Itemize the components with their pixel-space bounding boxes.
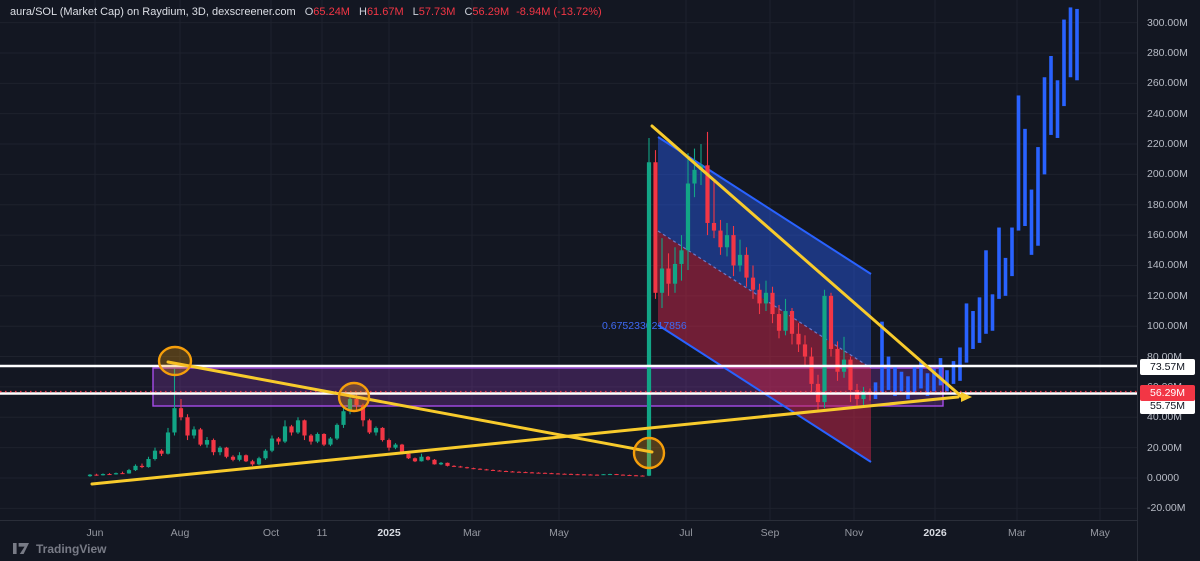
time-tick-label: Oct bbox=[262, 527, 280, 539]
price-tick-label: 20.00M bbox=[1147, 441, 1183, 454]
ohlc-open: O65.24M bbox=[304, 6, 350, 18]
price-chart-canvas[interactable]: 0.6752330217856 aura/SOL (Market Cap) on… bbox=[0, 0, 1137, 520]
time-tick-label: Jul bbox=[679, 527, 693, 539]
price-tick-label: 200.00M bbox=[1147, 168, 1188, 181]
price-tick-label: 140.00M bbox=[1147, 259, 1188, 272]
ohlc-close: C56.29M bbox=[464, 6, 510, 18]
watermark-label: TradingView bbox=[36, 541, 107, 556]
price-tick-label: 40.00M bbox=[1147, 411, 1183, 424]
time-tick-label: 2025 bbox=[377, 527, 401, 539]
channel-breakdown-line bbox=[650, 124, 964, 399]
candlestick-series bbox=[87, 131, 873, 477]
highlight-circle bbox=[157, 345, 193, 377]
symbol-title: aura/SOL (Market Cap) on Raydium, 3D, de… bbox=[10, 6, 296, 18]
time-tick-label: Mar bbox=[1007, 527, 1027, 539]
projected-bars-series bbox=[873, 7, 1079, 400]
time-axis[interactable]: Jun Aug Oct 11 2025 Mar May Jul Sep Nov 2026 Mar May bbox=[0, 520, 1137, 544]
last-price-badge: 56.29M bbox=[1140, 385, 1195, 401]
axis-corner bbox=[1137, 520, 1200, 561]
time-tick-label: 11 bbox=[316, 527, 328, 539]
ohlc-high: H61.67M bbox=[358, 6, 404, 18]
price-tick-label: 260.00M bbox=[1147, 77, 1188, 90]
falling-resistance-line bbox=[166, 360, 654, 454]
price-change: -8.94M (-13.72%) bbox=[516, 6, 602, 18]
chart-plot: 0.6752330217856 bbox=[0, 0, 1137, 520]
tradingview-logo-icon bbox=[13, 543, 29, 554]
highlight-circle bbox=[337, 381, 371, 413]
time-tick-label: Aug bbox=[170, 527, 190, 539]
time-tick-label: Nov bbox=[844, 527, 864, 539]
price-tick-label: 120.00M bbox=[1147, 289, 1188, 302]
highlight-circles bbox=[157, 345, 666, 470]
price-line-badge: 73.57M bbox=[1140, 359, 1195, 375]
time-tick-label: 2026 bbox=[923, 527, 947, 539]
price-axis[interactable]: 300.00M 280.00M 260.00M 240.00M 220.00M 200.0… bbox=[1137, 0, 1200, 520]
price-tick-label: 180.00M bbox=[1147, 198, 1188, 211]
yellow-trendlines bbox=[90, 124, 972, 486]
fib-level-label: 0.6752330217856 bbox=[602, 320, 687, 332]
time-tick-label: May bbox=[549, 527, 569, 539]
time-tick-label: Mar bbox=[462, 527, 482, 539]
chart-legend: aura/SOL (Market Cap) on Raydium, 3D, de… bbox=[10, 6, 602, 18]
price-tick-label: 240.00M bbox=[1147, 107, 1188, 120]
highlight-circle bbox=[632, 436, 666, 470]
price-tick-label: 280.00M bbox=[1147, 46, 1188, 59]
price-tick-label: 100.00M bbox=[1147, 320, 1188, 333]
time-tick-label: Sep bbox=[760, 527, 780, 539]
ohlc-low: L57.73M bbox=[412, 6, 456, 18]
time-tick-label: Jun bbox=[86, 527, 104, 539]
grid-lines bbox=[0, 0, 1137, 520]
price-tick-label: 160.00M bbox=[1147, 229, 1188, 242]
time-tick-label: May bbox=[1090, 527, 1110, 539]
price-tick-label: -20.00M bbox=[1147, 502, 1186, 515]
price-tick-label: 0.0000 bbox=[1147, 472, 1180, 484]
tradingview-watermark[interactable]: TradingView bbox=[13, 541, 106, 556]
price-tick-label: 220.00M bbox=[1147, 138, 1188, 151]
price-line-badge: 55.75M bbox=[1140, 398, 1195, 414]
price-tick-label: 300.00M bbox=[1147, 16, 1188, 29]
rising-support-line bbox=[90, 395, 960, 486]
